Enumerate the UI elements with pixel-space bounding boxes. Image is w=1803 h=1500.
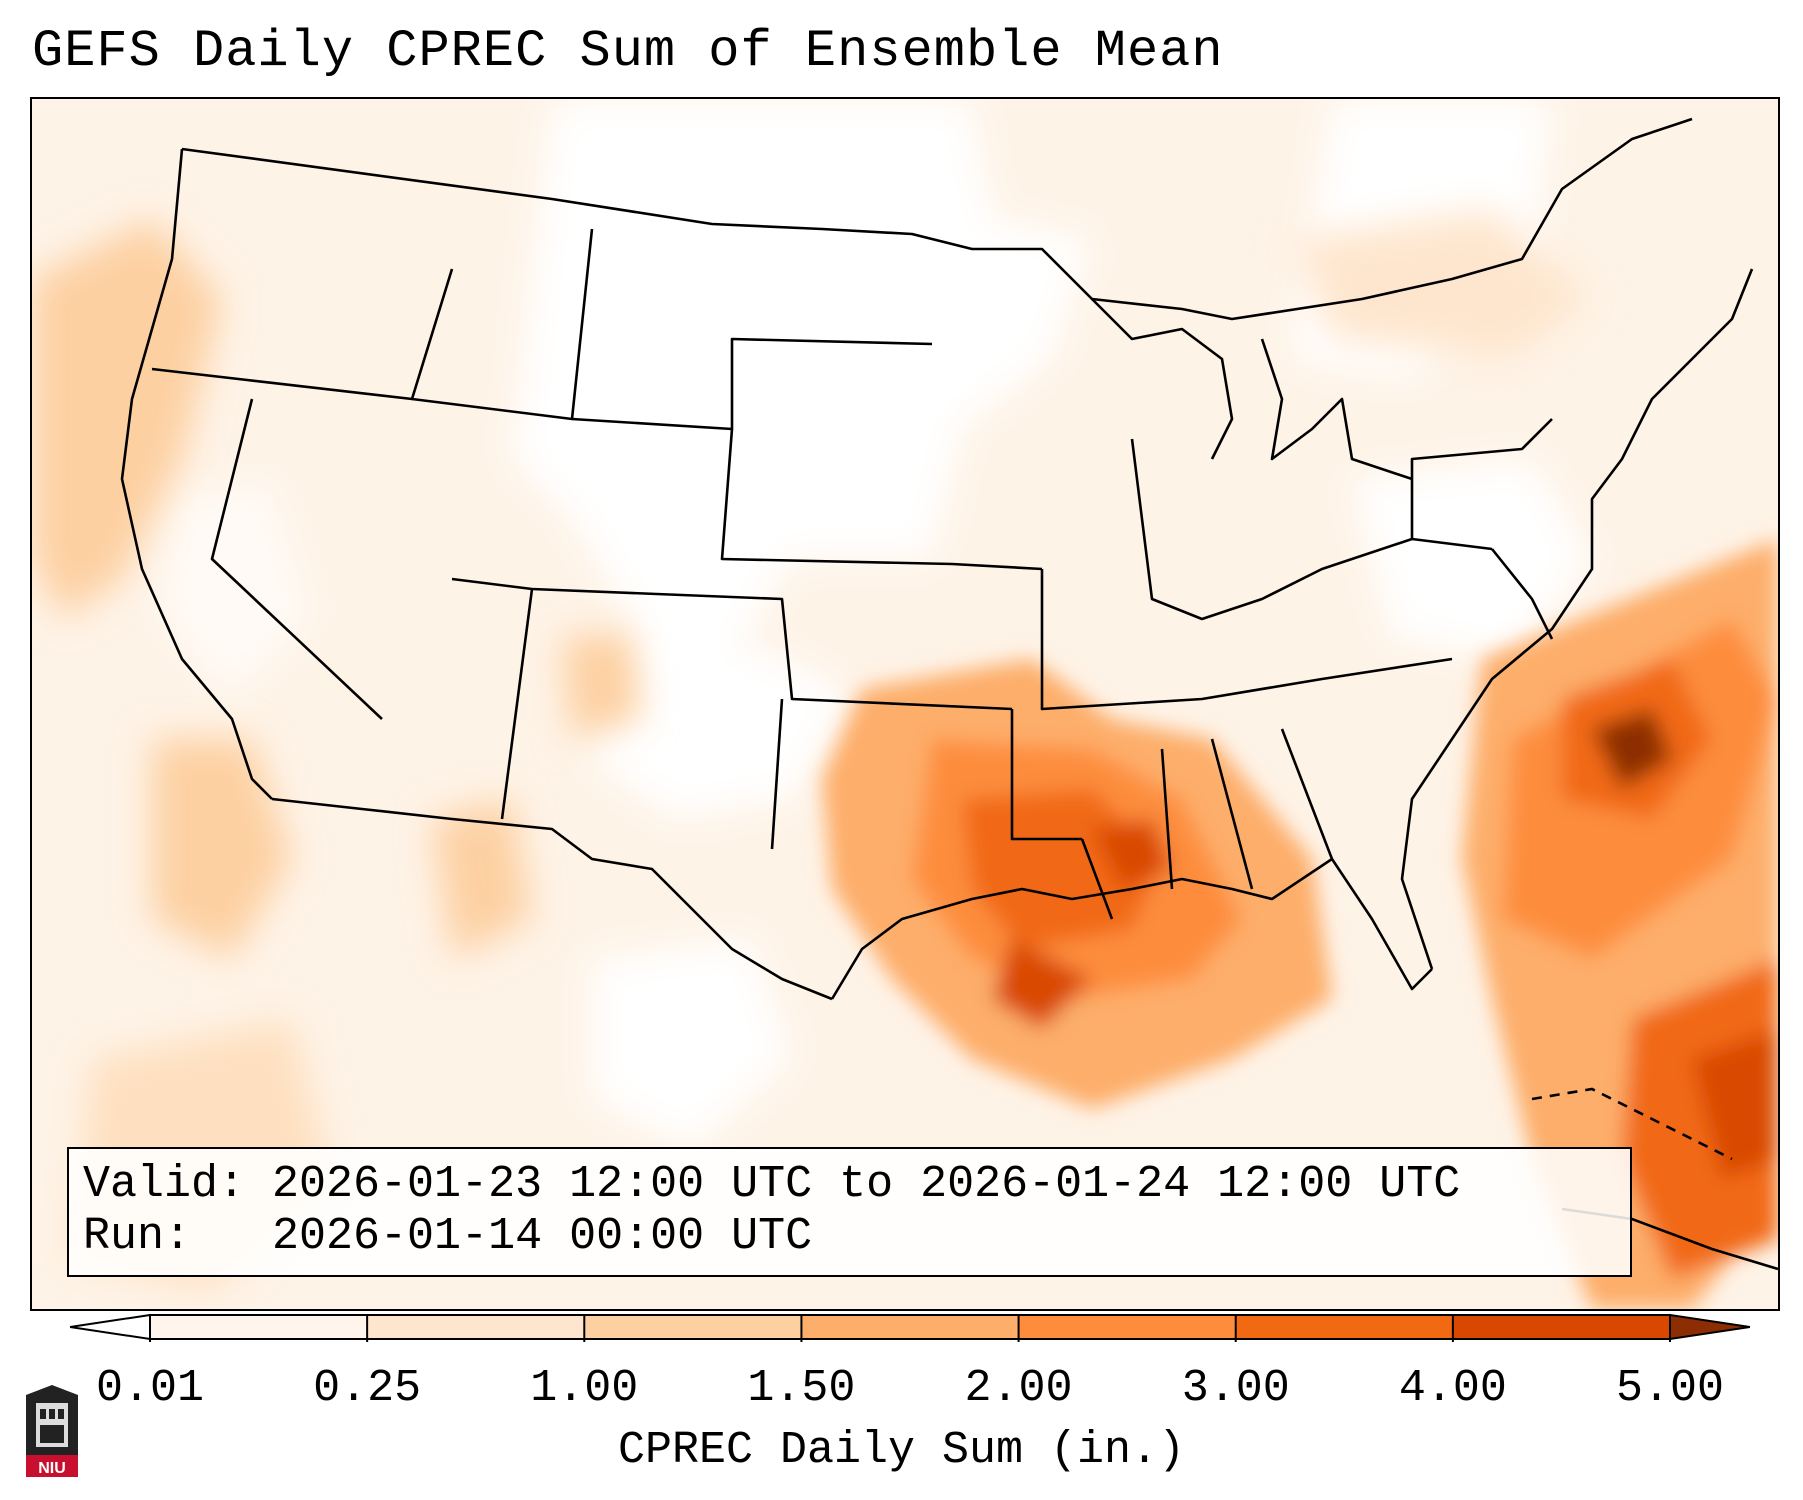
precipitation-map	[30, 97, 1780, 1311]
colorbar-tick-label: 0.25	[313, 1363, 422, 1414]
colorbar-min-extension	[70, 1313, 151, 1341]
colorbar-tick-label: 0.01	[95, 1363, 205, 1414]
colorbar-tick-label: 2.00	[964, 1363, 1073, 1414]
run-time-text: Run: 2026-01-14 00:00 UTC	[83, 1211, 813, 1262]
valid-time-text: Valid: 2026-01-23 12:00 UTC to 2026-01-2…	[83, 1159, 1461, 1210]
heavy-precip-south-central	[822, 659, 1332, 1109]
colorbar-segments	[150, 1315, 1671, 1339]
colorbar-tick-label: 1.00	[530, 1363, 639, 1414]
valid-run-info-box: Valid: 2026-01-23 12:00 UTC to 2026-01-2…	[67, 1147, 1632, 1277]
colorbar-segment	[150, 1315, 368, 1339]
heavy-precip-atlantic	[1462, 539, 1778, 1309]
colorbar-label: CPREC Daily Sum (in.)	[617, 1425, 1186, 1476]
colorbar-segment	[1235, 1315, 1454, 1339]
niu-logo: NIU	[26, 1385, 78, 1477]
map-canvas	[32, 99, 1778, 1309]
map-title: GEFS Daily CPREC Sum of Ensemble Mean	[32, 22, 1224, 81]
colorbar-segment	[1018, 1315, 1237, 1339]
colorbar-segment	[367, 1315, 585, 1339]
colorbar-tick-label: 3.00	[1181, 1363, 1290, 1414]
colorbar-max-extension	[1669, 1313, 1750, 1341]
dry-areas	[162, 99, 1592, 1149]
colorbar-tick-marks	[149, 1315, 1671, 1342]
colorbar-tick-label: 4.00	[1398, 1363, 1507, 1414]
logo-text: NIU	[38, 1460, 66, 1477]
colorbar-tick-label: 5.00	[1615, 1363, 1725, 1414]
colorbar	[70, 1313, 1750, 1342]
colorbar-segment	[801, 1315, 1020, 1339]
boundaries	[120, 117, 1754, 1001]
colorbar-tick-label: 1.50	[747, 1363, 856, 1414]
colorbar-segment	[1452, 1315, 1671, 1339]
colorbar-segment	[584, 1315, 802, 1339]
